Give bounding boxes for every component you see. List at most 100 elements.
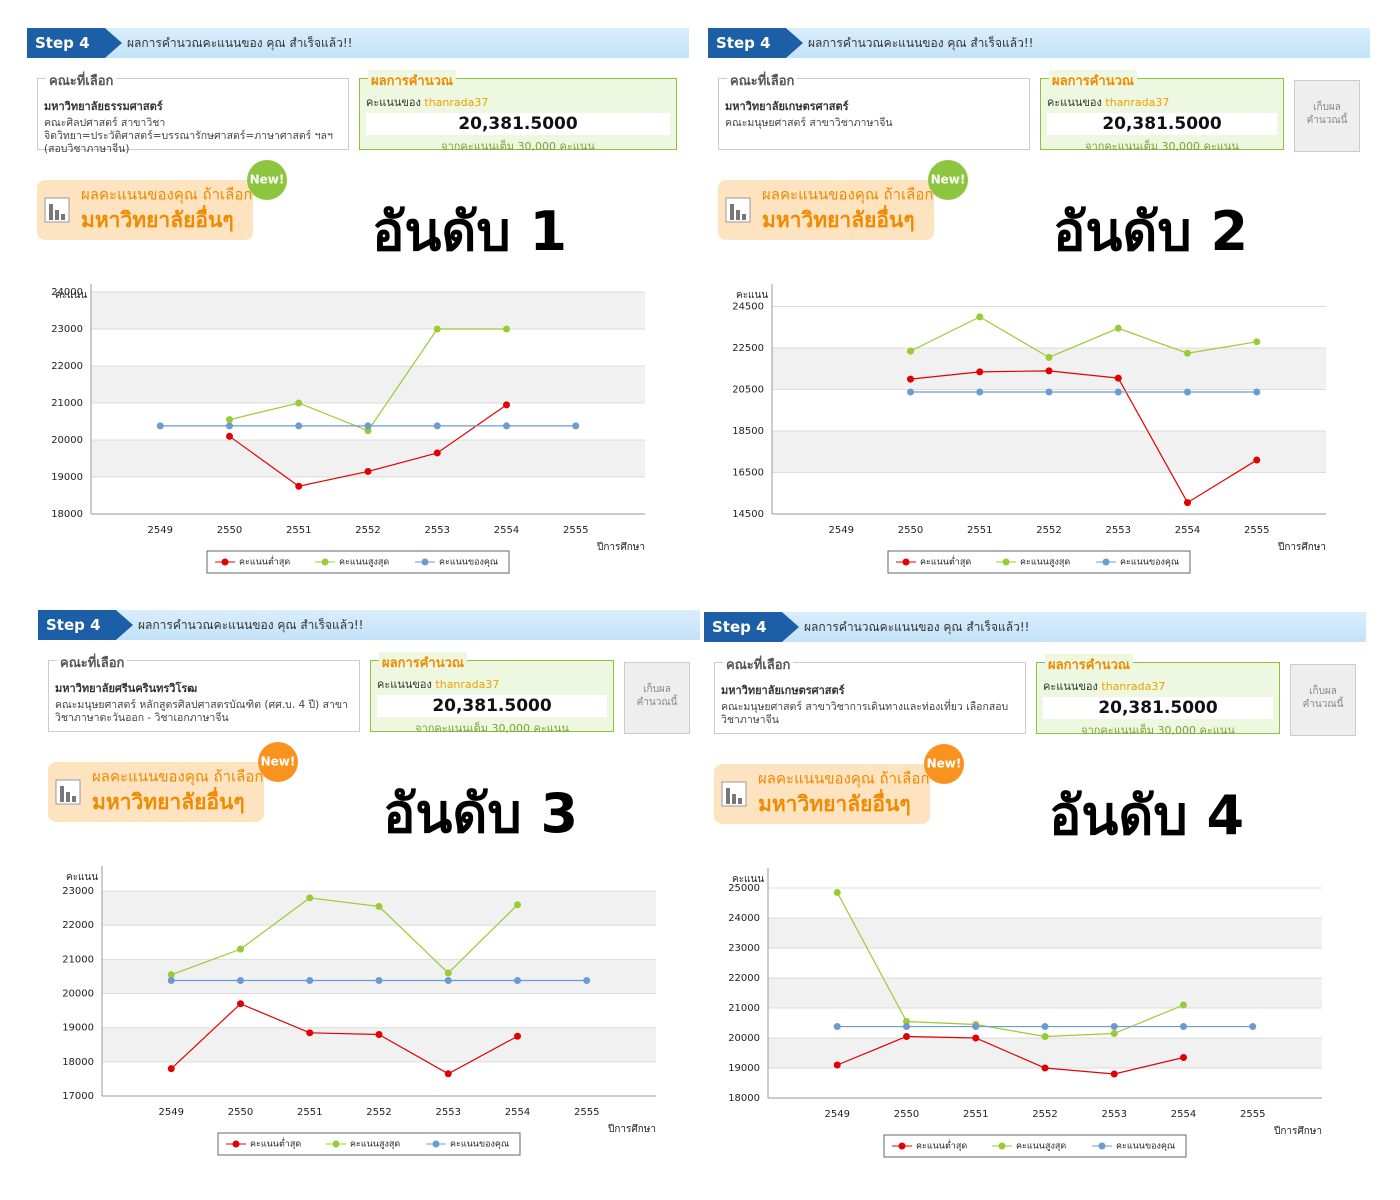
panel: Step 4 ผลการคำนวณคะแนนของ คุณ สำเร็จแล้ว!… [708,28,1370,583]
marker [364,422,372,430]
y-tick-label: 22500 [732,343,764,354]
marker [237,945,244,953]
series-line [836,892,1184,1038]
legend-swatch [432,1140,440,1148]
promo-icon-bar [742,214,746,220]
save-button[interactable]: เก็บผล คำนวณนี้ [1290,664,1356,736]
score-prefix: คะแนนของ [1047,96,1102,109]
faculty: คณะมนุษยศาสตร์ หลักสูตรศิลปศาสตรบัณฑิต (… [55,699,348,724]
y-tick-label: 21000 [728,1003,760,1014]
step-label: Step 4 [708,28,803,58]
score: 20,381.5000 [377,695,607,717]
marker [167,971,175,979]
grid-band [102,959,656,994]
header-bar: Step 4 ผลการคำนวณคะแนนของ คุณ สำเร็จแล้ว!… [27,28,689,58]
y-tick-label: 18000 [62,1057,94,1068]
x-tick-label: 2552 [1036,525,1061,536]
header-text: ผลการคำนวณคะแนนของ คุณ สำเร็จแล้ว!! [127,36,353,50]
x-tick-label: 2552 [355,525,380,536]
legend-box [887,550,1191,574]
legend-swatch [902,558,910,566]
marker [237,977,244,985]
x-tick-label: 2552 [1032,1109,1057,1120]
legend-swatch [232,1140,240,1148]
score-owner: คะแนนของ thanrada37 [366,93,676,111]
header-bar: Step 4 ผลการคำนวณคะแนนของ คุณ สำเร็จแล้ว!… [38,610,700,640]
legend-label: คะแนนต่ำสุด [250,1137,301,1150]
step-label: Step 4 [38,610,133,640]
x-tick-label: 2549 [159,1107,184,1118]
legend-swatch [1098,1142,1106,1150]
y-tick-label: 19000 [62,1023,94,1034]
x-tick-label: 2549 [148,525,173,536]
promo-line1: ผลคะแนนของคุณ ถ้าเลือก [81,186,252,205]
marker [833,1023,841,1031]
marker [1045,367,1053,375]
result-box: ผลการคำนวณ คะแนนของ thanrada37 20,381.5000… [1040,70,1284,153]
full-score: จากคะแนนเต็ม 30,000 คะแนน [441,140,595,153]
x-axis-label: ปีการศึกษา [607,1123,656,1135]
rank: อันดับ 2 [1053,200,1249,263]
result-legend: ผลการคำนวณ [379,652,467,673]
result-legend: ผลการคำนวณ [368,70,456,91]
y-tick-label: 18000 [728,1093,760,1104]
x-tick-label: 2551 [286,525,311,536]
marker [306,977,314,985]
series-line [170,1003,518,1075]
save-button[interactable]: เก็บผล คำนวณนี้ [1294,80,1360,152]
university: มหาวิทยาลัยเกษตรศาสตร์ [725,100,849,113]
legend-label: คะแนนต่ำสุด [239,555,290,568]
panel: Step 4 ผลการคำนวณคะแนนของ คุณ สำเร็จแล้ว!… [38,610,700,1165]
step-label: Step 4 [704,612,799,642]
y-tick-label: 23000 [51,324,83,335]
marker [1184,499,1191,507]
promo-bg [718,180,934,240]
marker [976,388,984,396]
badge-text: New! [931,173,966,187]
result-box: ผลการคำนวณ คะแนนของ thanrada37 20,381.5000… [359,70,677,153]
x-tick-label: 2552 [366,1107,391,1118]
header-bar: Step 4 ผลการคำนวณคะแนนของ คุณ สำเร็จแล้ว!… [704,612,1366,642]
badge [247,160,287,200]
legend-label: คะแนนสูงสุด [1020,558,1070,568]
result-legend: ผลการคำนวณ [1049,70,1137,91]
chart: คะแนน 18000 19000 20000 21000 22000 23000 24000… [51,284,645,574]
full-score: จากคะแนนเต็ม 30,000 คะแนน [1081,724,1235,737]
x-tick-label: 2555 [1240,1109,1265,1120]
faculty-legend: คณะที่เลือก [723,654,794,675]
marker [1184,388,1191,396]
marker [1110,1070,1118,1078]
legend-swatch [998,1142,1006,1150]
x-tick-label: 2554 [1171,1109,1196,1120]
legend-label: คะแนนของคุณ [450,1140,509,1150]
marker [364,427,372,435]
grid-band [768,918,1322,948]
grid-band [91,366,645,403]
legend-swatch [1102,558,1110,566]
marker [433,422,441,430]
y-tick-label: 19000 [728,1063,760,1074]
marker [503,422,510,430]
promo-icon-bar [66,792,70,802]
marker [375,902,383,910]
x-tick-label: 2551 [967,525,992,536]
grid-band [772,431,1326,473]
x-tick-label: 2553 [1106,525,1131,536]
marker [976,313,984,321]
x-tick-label: 2551 [963,1109,988,1120]
score-owner: คะแนนของ thanrada37 [1043,677,1279,695]
save-button[interactable]: เก็บผล คำนวณนี้ [624,662,690,734]
y-tick-label: 14500 [732,509,764,520]
x-axis-label: ปีการศึกษา [1277,541,1326,553]
x-axis-label: ปีการศึกษา [596,541,645,553]
x-tick-label: 2553 [425,525,450,536]
university: มหาวิทยาลัยศรีนครินทรวิโรฒ [55,682,198,695]
y-tick-label: 20000 [51,435,83,446]
x-axis-label: ปีการศึกษา [1273,1125,1322,1137]
username: thanrada37 [1101,680,1166,693]
marker [433,449,441,457]
y-tick-label: 23000 [62,886,94,897]
faculty-box: คณะที่เลือก มหาวิทยาลัยเกษตรศาสตร์ คณะมนุษ… [714,654,1026,734]
legend-swatch [1002,558,1010,566]
